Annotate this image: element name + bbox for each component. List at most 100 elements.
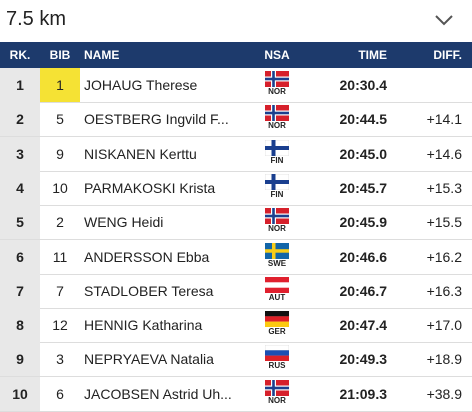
nation: AUT: [262, 274, 292, 308]
time-diff: +14.6: [426, 145, 462, 162]
time: 20:44.5: [339, 111, 387, 128]
name-header: NAME: [84, 48, 120, 62]
athlete-name: PARMAKOSKI Krista: [84, 179, 216, 196]
result-row: 9 3 NEPRYAEVA Natalia RUS 20:49.3 +18.9: [0, 342, 472, 378]
flag: [265, 345, 289, 362]
nation: FIN: [262, 171, 292, 205]
result-row: 2 5 OESTBERG Ingvild F... NOR 20:44.5 +14.1: [0, 102, 472, 138]
time: 21:09.3: [339, 385, 387, 402]
time: 20:47.4: [339, 317, 387, 334]
bib: 10: [52, 179, 68, 196]
nation: NOR: [262, 205, 292, 239]
result-row: 6 11 ANDERSSON Ebba SWE 20:46.6 +16.2: [0, 239, 472, 275]
time-diff: +17.0: [426, 317, 462, 334]
bib: 12: [52, 317, 68, 334]
athlete-name: STADLOBER Teresa: [84, 282, 214, 299]
athlete-name: ANDERSSON Ebba: [84, 248, 210, 265]
flag: [265, 276, 289, 293]
nation-code: RUS: [268, 361, 286, 371]
rank: 10: [0, 376, 40, 411]
rank: 4: [0, 170, 40, 205]
nation-code: SWE: [267, 258, 287, 268]
nation-code: NOR: [268, 224, 286, 234]
flag: [265, 139, 289, 156]
rank-header: RK.: [9, 48, 31, 62]
athlete-name: JOHAUG Therese: [84, 77, 198, 93]
rank: 3: [0, 136, 40, 171]
bib: 7: [56, 282, 64, 299]
result-row: 8 12 HENNIG Katharina GER 20:47.4 +17.0: [0, 308, 472, 344]
time-diff: +16.2: [426, 248, 462, 265]
time-diff: +15.5: [426, 214, 462, 231]
bib: 6: [56, 385, 64, 402]
nation: NOR: [262, 377, 292, 411]
time: 20:45.0: [339, 145, 387, 162]
rank: 9: [0, 342, 40, 377]
bib-header: BIB: [49, 48, 71, 62]
event-header[interactable]: 7.5 km: [0, 0, 472, 42]
nation-code: NOR: [268, 121, 286, 131]
dropdown-chevron[interactable]: [434, 14, 454, 26]
result-row: 4 10 PARMAKOSKI Krista FIN 20:45.7 +15.3: [0, 170, 472, 206]
rank: 2: [0, 102, 40, 137]
result-row: 1 1 JOHAUG Therese NOR 20:30.4: [0, 68, 472, 103]
result-row: 7 7 STADLOBER Teresa AUT 20:46.7 +16.3: [0, 273, 472, 309]
nation-code: FIN: [270, 189, 284, 199]
flag: [265, 208, 289, 225]
nation-code: FIN: [270, 155, 284, 165]
time-header: TIME: [358, 48, 387, 62]
diff-header: DIFF.: [433, 48, 462, 62]
bib: 3: [56, 351, 64, 368]
rank: 8: [0, 308, 40, 343]
time: 20:45.9: [339, 214, 387, 231]
athlete-name: JACOBSEN Astrid Uh...: [84, 385, 232, 402]
time-diff: +16.3: [426, 282, 462, 299]
bib: 1: [40, 68, 80, 102]
nation-code: NOR: [268, 395, 286, 405]
athlete-name: HENNIG Katharina: [84, 317, 203, 334]
nation: GER: [262, 308, 292, 342]
rank: 5: [0, 205, 40, 240]
athlete-name: NEPRYAEVA Natalia: [84, 351, 214, 368]
header-row: RK. BIB NAME NSA TIME DIFF.: [0, 42, 472, 68]
nation-code: AUT: [268, 292, 286, 302]
event-title: 7.5 km: [6, 8, 67, 30]
nation-code: GER: [268, 327, 286, 337]
rank: 7: [0, 273, 40, 308]
time: 20:49.3: [339, 351, 387, 368]
rank: 1: [0, 68, 40, 102]
nation: NOR: [262, 68, 292, 102]
athlete-name: OESTBERG Ingvild F...: [84, 111, 229, 128]
flag: [265, 311, 289, 328]
bib: 5: [56, 111, 64, 128]
flag: [265, 173, 289, 190]
time: 20:45.7: [339, 179, 387, 196]
flag: [265, 105, 289, 122]
time-diff: +38.9: [426, 385, 462, 402]
flag: [265, 242, 289, 259]
flag: [265, 379, 289, 396]
nation: RUS: [262, 342, 292, 376]
nation: FIN: [262, 137, 292, 171]
result-row: 10 6 JACOBSEN Astrid Uh... NOR 21:09.3 +38.9: [0, 376, 472, 412]
nsa-header: NSA: [264, 48, 290, 62]
nation: NOR: [262, 102, 292, 136]
time: 20:46.7: [339, 282, 387, 299]
time-diff: +18.9: [426, 351, 462, 368]
athlete-name: NISKANEN Kerttu: [84, 145, 197, 162]
time-diff: +15.3: [426, 179, 462, 196]
athlete-name: WENG Heidi: [84, 214, 164, 231]
result-row: 5 2 WENG Heidi NOR 20:45.9 +15.5: [0, 205, 472, 241]
bib: 2: [56, 214, 64, 231]
nation-code: NOR: [268, 87, 286, 96]
time: 20:46.6: [339, 248, 387, 265]
flag: [265, 71, 289, 87]
time-diff: +14.1: [426, 111, 462, 128]
rank: 6: [0, 239, 40, 274]
nation: SWE: [262, 240, 292, 274]
bib: 9: [56, 145, 64, 162]
time: 20:30.4: [339, 77, 387, 93]
bib: 11: [52, 248, 68, 265]
result-row: 3 9 NISKANEN Kerttu FIN 20:45.0 +14.6: [0, 136, 472, 172]
